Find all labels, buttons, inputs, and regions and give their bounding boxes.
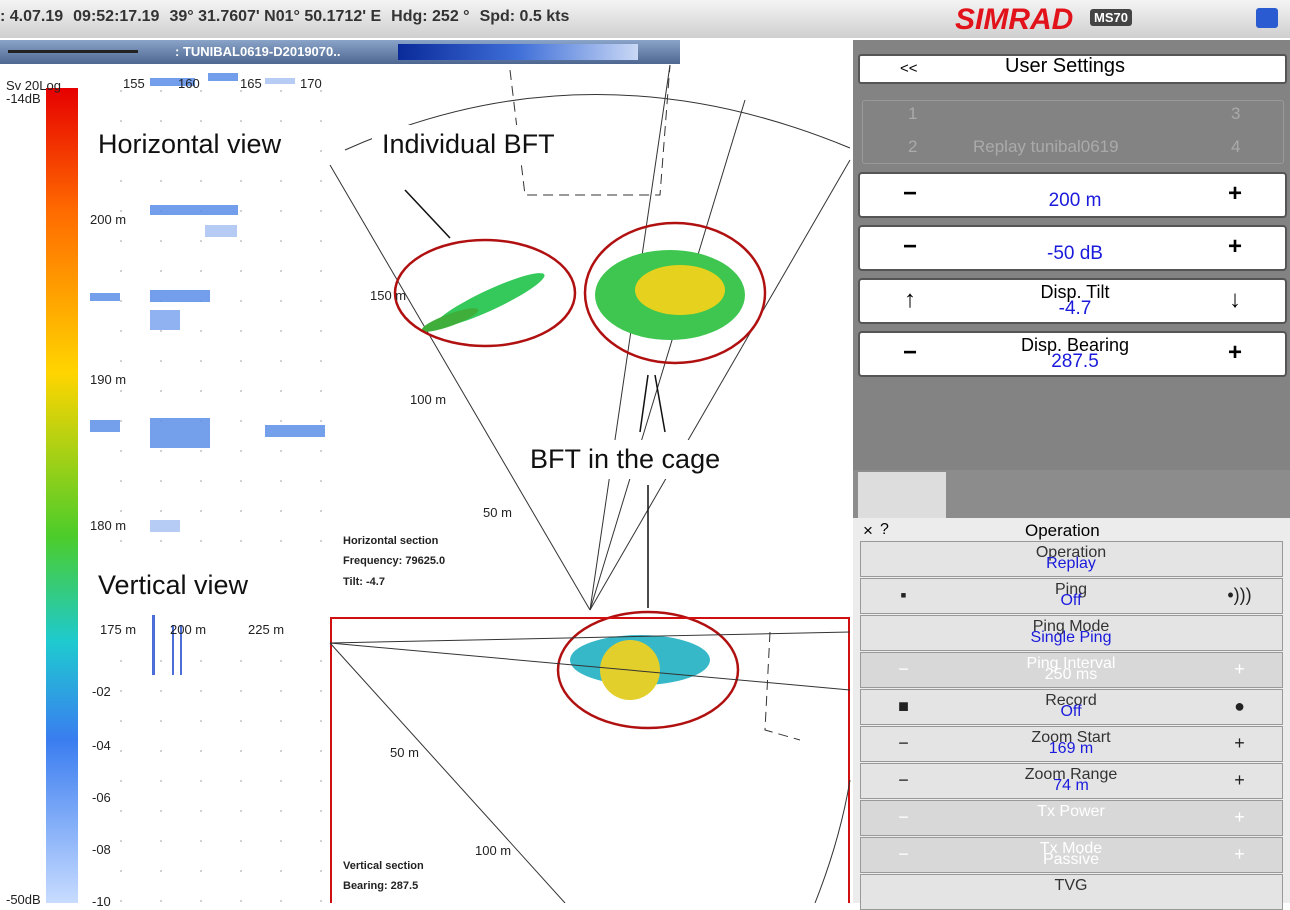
y-tick-label: -06: [92, 790, 111, 805]
row-value: Off: [961, 703, 1181, 721]
range-label: 150 m: [370, 288, 406, 303]
increment[interactable]: •))): [1197, 585, 1282, 606]
range-label: 100 m: [410, 392, 446, 407]
decrement[interactable]: −: [861, 844, 946, 865]
row-label: Tx Power: [961, 803, 1181, 821]
increment[interactable]: +: [1185, 180, 1285, 208]
control: −+Disp. Bearing287.5: [858, 331, 1287, 377]
section-info: Tilt: -4.7: [343, 576, 385, 588]
increment[interactable]: +: [1197, 807, 1282, 828]
tab-icons: [853, 470, 1290, 518]
decrement[interactable]: −: [861, 770, 946, 791]
close[interactable]: ×: [863, 521, 873, 541]
y-tick-label: -02: [92, 684, 111, 699]
row-value: Passive: [961, 851, 1181, 869]
v-grid: [88, 640, 328, 903]
help[interactable]: ?: [880, 521, 889, 539]
replay-name: Replay tunibal0619: [973, 137, 1119, 157]
range-label: 100 m: [475, 843, 511, 858]
increment[interactable]: ●: [1197, 696, 1282, 717]
control: − +-50 dB: [858, 225, 1287, 271]
decrement[interactable]: −: [860, 180, 960, 208]
annotation: BFT in the cage: [520, 440, 730, 479]
tab-active[interactable]: [858, 472, 946, 518]
control-value: 200 m: [970, 190, 1180, 212]
y-tick-label: -08: [92, 842, 111, 857]
tab[interactable]: 1: [908, 104, 917, 124]
settings-title: User Settings: [1005, 55, 1125, 78]
row-label: TVG: [961, 877, 1181, 895]
tab[interactable]: 4: [1231, 137, 1240, 157]
control: ↑↓Disp. Tilt-4.7: [858, 278, 1287, 324]
x-tick-label: 200 m: [170, 622, 206, 637]
row-value: Single Ping: [961, 629, 1181, 647]
section-info: Bearing: 287.5: [343, 880, 418, 892]
control-value: 287.5: [970, 351, 1180, 373]
decrement[interactable]: −: [860, 233, 960, 261]
row-value: Replay: [961, 555, 1181, 573]
operation-row[interactable]: TVG: [860, 874, 1283, 910]
increment[interactable]: ↓: [1185, 286, 1285, 314]
decrement[interactable]: ■: [861, 696, 946, 717]
increment[interactable]: +: [1185, 339, 1285, 367]
increment[interactable]: +: [1197, 770, 1282, 791]
preset-tabs: 1 2 3 4 Replay tunibal0619: [862, 100, 1284, 164]
x-tick-label: 165: [240, 76, 262, 91]
section-info: Horizontal section: [343, 535, 438, 547]
y-tick-label: 190 m: [90, 372, 126, 387]
decrement[interactable]: −: [861, 733, 946, 754]
decrement[interactable]: −: [861, 807, 946, 828]
x-tick-label: 160: [178, 76, 200, 91]
increment[interactable]: +: [1197, 733, 1282, 754]
x-tick-label: 170: [300, 76, 322, 91]
y-tick-label: -10: [92, 894, 111, 909]
control-value: -50 dB: [970, 243, 1180, 265]
range-label: 50 m: [390, 745, 419, 760]
control-value: -4.7: [970, 298, 1180, 320]
y-tick-label: -04: [92, 738, 111, 753]
x-tick-label: 155: [123, 76, 145, 91]
row-value: 74 m: [961, 777, 1181, 795]
tab[interactable]: 2: [908, 137, 917, 157]
row-value: Off: [961, 592, 1181, 610]
decrement[interactable]: ↑: [860, 286, 960, 314]
x-tick-label: 175 m: [100, 622, 136, 637]
row-value: 169 m: [961, 740, 1181, 758]
increment[interactable]: +: [1197, 659, 1282, 680]
y-tick-label: 200 m: [90, 212, 126, 227]
operation-title: Operation: [1025, 521, 1100, 541]
annotation: Individual BFT: [372, 125, 565, 164]
operation-row[interactable]: Tx Power− +: [860, 800, 1283, 836]
x-tick-label: 225 m: [248, 622, 284, 637]
increment[interactable]: +: [1197, 844, 1282, 865]
annotation: Horizontal view: [88, 125, 291, 164]
range-label: 50 m: [483, 505, 512, 520]
decrement[interactable]: ▪: [861, 585, 946, 606]
section-info: Vertical section: [343, 860, 424, 872]
increment[interactable]: +: [1185, 233, 1285, 261]
page: : 4.07.1909:52:17.1939° 31.7607' N01° 50…: [0, 0, 1290, 903]
annotation: Vertical view: [88, 566, 258, 605]
section-info: Frequency: 79625.0: [343, 555, 445, 567]
decrement[interactable]: −: [861, 659, 946, 680]
decrement[interactable]: −: [860, 339, 960, 367]
control: − +200 m: [858, 172, 1287, 218]
tab[interactable]: 3: [1231, 104, 1240, 124]
y-tick-label: 180 m: [90, 518, 126, 533]
back-button[interactable]: <<: [900, 60, 918, 77]
row-value: 250 ms: [961, 666, 1181, 684]
